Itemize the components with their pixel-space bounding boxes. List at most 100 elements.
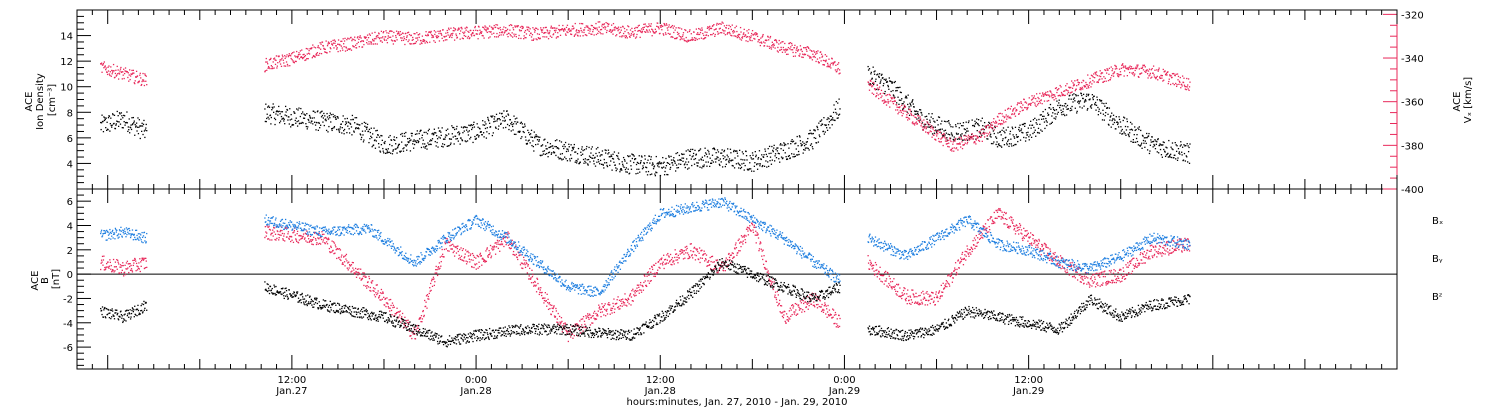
vx-point <box>887 102 890 104</box>
ion-density-point <box>721 149 723 151</box>
ion-density-point <box>121 115 123 117</box>
ion-density-point <box>869 83 872 85</box>
ion-density-point <box>376 129 378 132</box>
vx-point <box>985 127 987 129</box>
ion-density-point <box>656 163 658 165</box>
bz-point <box>277 233 279 236</box>
ion-density-point <box>812 132 814 135</box>
vx-point <box>1039 92 1041 95</box>
ion-density-point <box>1149 144 1152 146</box>
ion-density-point <box>735 150 737 152</box>
vx-point <box>600 28 603 31</box>
ion-density-point <box>913 106 915 108</box>
vx-point <box>628 33 630 35</box>
ion-density-point <box>994 126 996 129</box>
ion-density-point <box>432 132 434 134</box>
vx-point <box>476 33 478 35</box>
ion-density-point <box>1024 140 1027 142</box>
ion-density-point <box>680 163 682 166</box>
bz-point <box>130 264 132 267</box>
vx-point <box>141 79 144 81</box>
vx-point <box>1053 94 1055 96</box>
vx-point <box>1115 66 1117 68</box>
ion-density-point <box>1162 141 1164 143</box>
ion-density-point <box>459 143 461 145</box>
ion-density-point <box>580 151 582 153</box>
ion-density-point <box>1090 107 1093 109</box>
ion-density-point <box>105 117 107 119</box>
vx-point <box>906 114 908 116</box>
vx-point <box>574 22 576 25</box>
vx-point <box>917 115 919 117</box>
vx-point <box>913 115 915 117</box>
ion-density-point <box>611 169 613 171</box>
ion-density-point <box>467 134 470 136</box>
vx-point <box>949 139 951 141</box>
vx-point <box>564 29 566 31</box>
vx-point <box>539 37 541 39</box>
vx-point <box>1046 94 1048 96</box>
vx-point <box>983 136 986 138</box>
vx-point <box>316 52 319 54</box>
ion-density-point <box>1089 98 1091 100</box>
ion-density-point <box>674 170 677 172</box>
vx-point <box>1185 85 1187 88</box>
vx-point <box>594 28 597 30</box>
vx-point <box>1095 71 1098 73</box>
ion-density-point <box>489 126 492 128</box>
ion-density-point <box>960 134 962 136</box>
bz-point <box>265 235 267 237</box>
vx-point <box>647 31 649 33</box>
bz-point <box>317 243 319 245</box>
ion-density-point <box>1113 118 1115 120</box>
bz-point <box>391 314 393 316</box>
bz-point <box>334 252 336 254</box>
vx-point <box>334 40 337 42</box>
vx-point <box>412 43 415 45</box>
ion-density-point <box>599 163 601 165</box>
vx-point <box>413 42 416 45</box>
bz-point <box>354 272 356 274</box>
vx-point <box>599 31 601 34</box>
ion-density-point <box>768 165 770 168</box>
ion-density-point <box>756 163 758 165</box>
vx-point <box>680 28 683 30</box>
bz-point <box>408 330 411 332</box>
ion-density-point <box>475 137 477 140</box>
ion-density-point <box>961 139 964 141</box>
vx-point <box>1084 86 1087 88</box>
ion-density-point <box>1050 122 1053 125</box>
ion-density-point <box>833 104 835 106</box>
bz-point <box>298 235 300 237</box>
vx-point <box>540 28 542 31</box>
bz-point <box>353 272 355 274</box>
ion-density-point <box>117 125 120 128</box>
vx-point <box>113 70 115 72</box>
vx-point <box>424 40 426 42</box>
ion-density-point <box>619 171 621 173</box>
ion-density-point <box>694 157 697 160</box>
ion-density-point <box>891 81 894 83</box>
vx-point <box>958 136 960 138</box>
vx-point <box>971 133 973 135</box>
ion-density-point <box>1152 140 1155 143</box>
ion-density-point <box>405 145 407 147</box>
bz-point <box>115 266 117 268</box>
vx-point <box>479 32 482 34</box>
ion-density-point <box>799 140 802 142</box>
vx-point <box>474 25 476 28</box>
vx-point <box>317 45 319 47</box>
ion-density-point <box>133 121 135 124</box>
ion-density-point <box>401 135 404 137</box>
vx-point <box>459 30 462 32</box>
vx-point <box>869 79 872 82</box>
vx-point <box>677 33 679 36</box>
ion-density-point <box>549 143 552 145</box>
vx-point <box>562 24 564 27</box>
bz-point <box>141 259 143 262</box>
vx-point <box>513 35 516 37</box>
vx-point <box>597 21 599 23</box>
vx-point <box>603 23 605 25</box>
vx-point <box>534 29 536 32</box>
vx-point <box>391 30 393 33</box>
